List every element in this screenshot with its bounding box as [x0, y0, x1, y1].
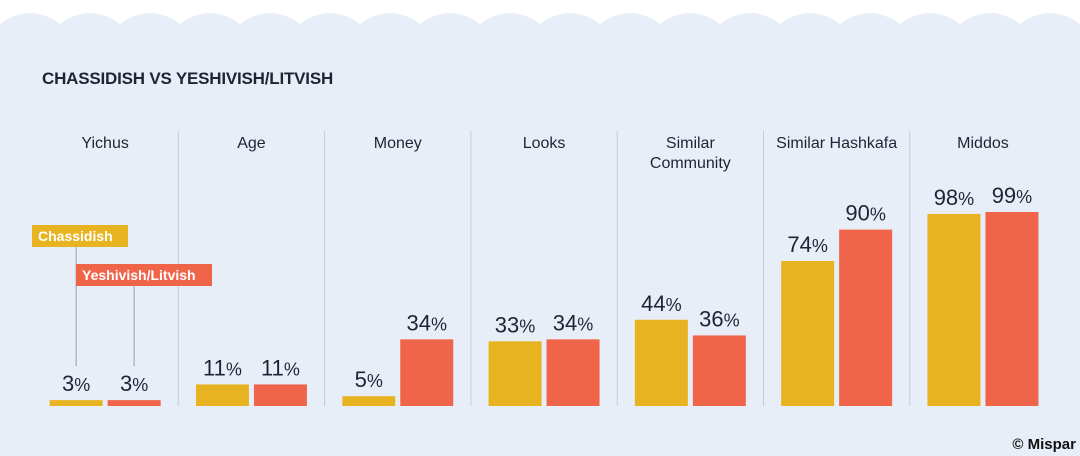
- legend-litvish-label: Yeshivish/Litvish: [82, 267, 196, 283]
- data-label: 98%: [934, 185, 975, 210]
- data-label: 33%: [495, 312, 536, 337]
- bar-chassidish: [342, 396, 396, 406]
- bars: [49, 211, 1039, 406]
- category-label: Looks: [523, 135, 566, 152]
- data-label: 11%: [261, 355, 300, 380]
- category-label: Middos: [957, 135, 1009, 152]
- bar-litvish: [107, 400, 161, 406]
- data-label: 99%: [992, 183, 1032, 208]
- data-label: 90%: [845, 201, 886, 226]
- chart-title: CHASSIDISH VS YESHIVISH/LITVISH: [42, 69, 333, 88]
- data-labels: 3% 3% 11% 11% 5% 34% 33% 34% 44% 36% 74% 90% 98% 99%: [62, 183, 1032, 396]
- bar-chassidish: [49, 400, 103, 406]
- data-label: 11%: [203, 355, 242, 380]
- bar-litvish: [839, 229, 893, 406]
- bar-litvish: [253, 384, 307, 406]
- category-label: Money: [374, 135, 422, 152]
- legend-chassidish-swatch: [32, 225, 128, 247]
- category-label: Age: [237, 135, 266, 152]
- legend-chassidish-label: Chassidish: [38, 228, 113, 244]
- category-labels: Yichus Age Money Looks Similar Community Simil…: [81, 135, 1008, 172]
- data-label: 74%: [787, 232, 828, 257]
- legend: Chassidish Yeshivish/Litvish: [32, 225, 212, 366]
- bar-chassidish: [781, 260, 835, 406]
- category-label: Yichus: [81, 135, 128, 152]
- data-label: 34%: [553, 310, 594, 335]
- bar-chassidish: [634, 319, 688, 406]
- data-label: 5%: [355, 367, 383, 392]
- category-label: Similar Hashkafa: [776, 135, 897, 152]
- legend-litvish-swatch: [76, 264, 212, 286]
- data-label: 34%: [407, 310, 448, 335]
- bar-chassidish: [195, 384, 249, 406]
- bar-chassidish: [927, 213, 981, 406]
- data-label: 3%: [62, 371, 90, 396]
- bar-litvish: [546, 339, 600, 406]
- credit-text: © Mispar: [1012, 436, 1076, 453]
- bar-litvish: [400, 339, 454, 406]
- bar-litvish: [692, 335, 746, 406]
- data-label: 3%: [120, 371, 148, 396]
- data-label: 44%: [641, 291, 682, 316]
- bar-chassidish: [488, 341, 542, 406]
- category-label: Similar Community: [650, 135, 731, 172]
- bar-litvish: [985, 211, 1039, 406]
- data-label: 36%: [699, 306, 740, 331]
